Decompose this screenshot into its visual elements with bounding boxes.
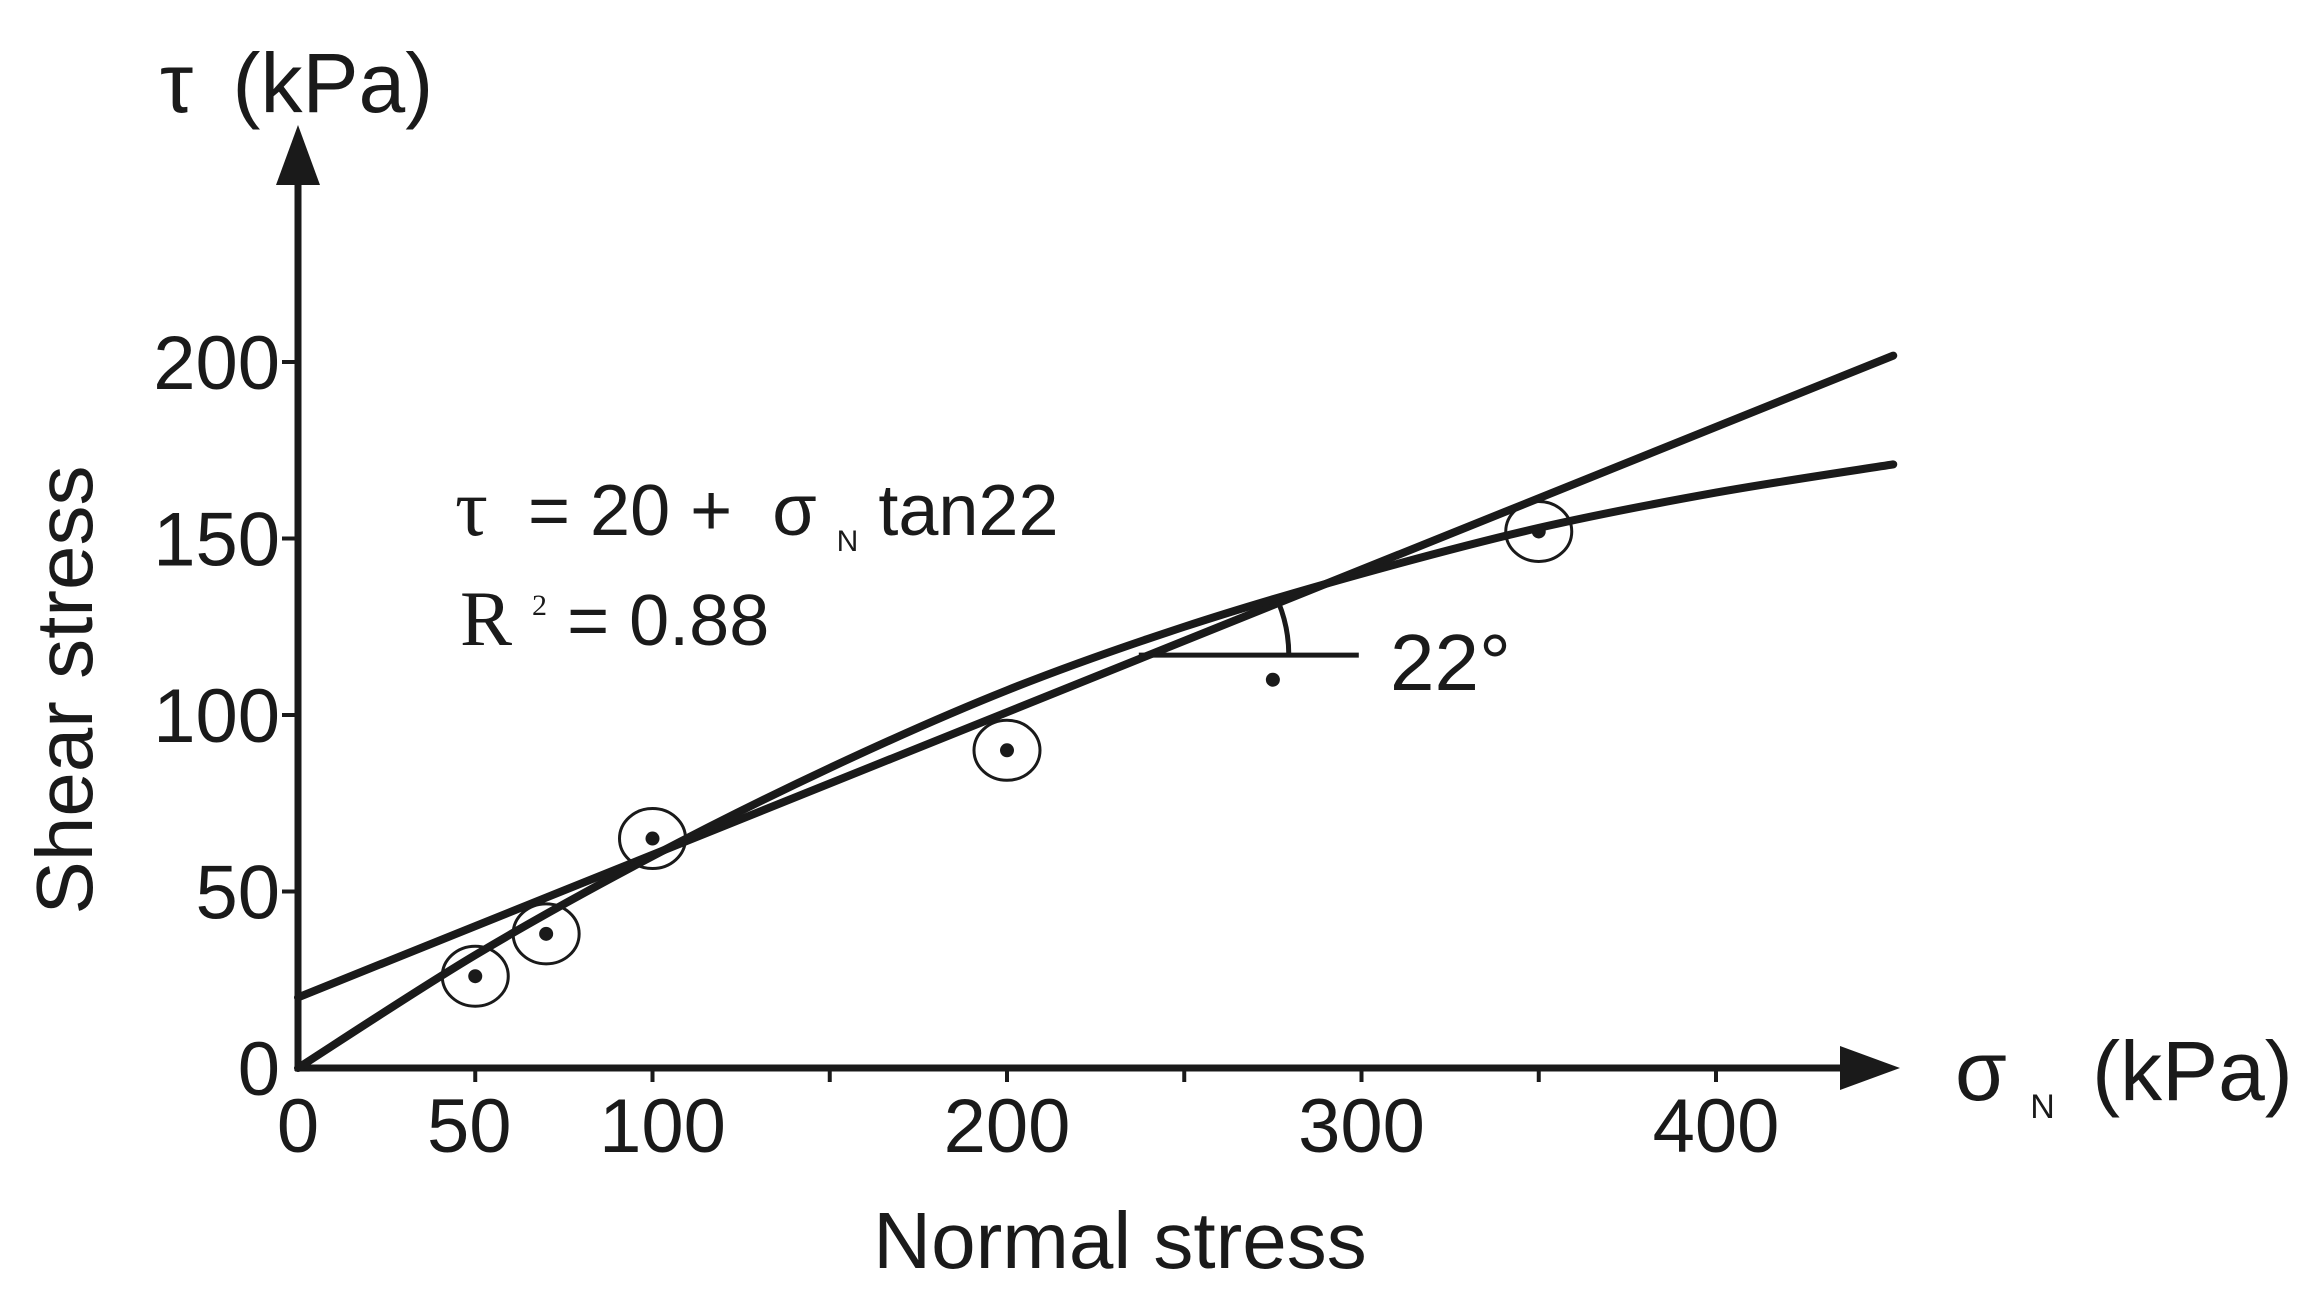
x-tick-label: 300 xyxy=(1298,1084,1425,1169)
x-axis-subscript: N xyxy=(2030,1088,2055,1126)
y-tick-label: 100 xyxy=(153,674,280,759)
axes xyxy=(276,125,1900,1090)
y-axis-unit-label: τ (kPa) xyxy=(160,36,433,130)
y-axis-unit: (kPa) xyxy=(233,36,434,130)
x-tick-label: 200 xyxy=(944,1084,1071,1169)
x-tick-label: 100 xyxy=(599,1084,726,1169)
x-axis-arrowhead xyxy=(1840,1046,1900,1090)
curved-fit-line xyxy=(294,460,1898,1072)
y-tick-label: 200 xyxy=(153,321,280,406)
data-point xyxy=(645,831,660,846)
equation-middle: = 20 + xyxy=(508,471,752,551)
angle-annotation: 22° xyxy=(1138,601,1511,707)
x-tick-label: 400 xyxy=(1653,1084,1780,1169)
data-point-ring xyxy=(1504,499,1574,563)
angle-label: 22° xyxy=(1390,618,1511,707)
y-axis-symbol: τ xyxy=(160,36,193,130)
y-tick-label: 0 xyxy=(238,1027,280,1112)
x-axis-unit-label: σ N (kPa) xyxy=(1955,1024,2293,1136)
equation-subscript: N xyxy=(837,525,859,558)
y-axis-arrowhead xyxy=(276,125,320,185)
linear-fit-line xyxy=(294,351,1898,1002)
equation-sigma: σ xyxy=(772,471,816,551)
data-point xyxy=(1000,743,1014,758)
data-point xyxy=(1531,524,1546,539)
equation-tail: tan22 xyxy=(878,471,1058,551)
r-squared-value: = 0.88 xyxy=(567,581,769,661)
data-point xyxy=(539,926,554,941)
y-axis-ticks: 0 50 100 150 200 xyxy=(153,321,298,1112)
x-axis-unit: (kPa) xyxy=(2092,1024,2293,1118)
y-axis-title: Shear stress xyxy=(20,465,109,914)
r-squared-label: R 2 = 0.88 xyxy=(460,551,769,662)
y-tick-label: 50 xyxy=(195,851,280,936)
data-point-ring xyxy=(972,718,1042,782)
data-point-ring xyxy=(440,944,510,1008)
x-axis-symbol: σ xyxy=(1955,1024,2007,1118)
data-points xyxy=(440,499,1574,1008)
r-squared-r: R xyxy=(460,575,512,662)
data-point-ring xyxy=(618,807,687,871)
r-squared-sup: 2 xyxy=(532,589,547,622)
x-axis-title: Normal stress xyxy=(873,1196,1366,1285)
data-point xyxy=(468,969,483,984)
equation-label: τ = 20 + σ N tan22 xyxy=(455,462,1059,567)
x-tick-label: 50 xyxy=(427,1084,512,1169)
data-point xyxy=(1265,672,1280,687)
equation-tau: τ xyxy=(455,462,488,553)
data-point-ring xyxy=(511,902,581,966)
x-axis-ticks: 0 50 100 200 300 400 xyxy=(277,1068,1780,1169)
x-tick-label: 0 xyxy=(277,1084,319,1169)
angle-arc xyxy=(1276,601,1292,656)
y-tick-label: 150 xyxy=(153,498,280,583)
